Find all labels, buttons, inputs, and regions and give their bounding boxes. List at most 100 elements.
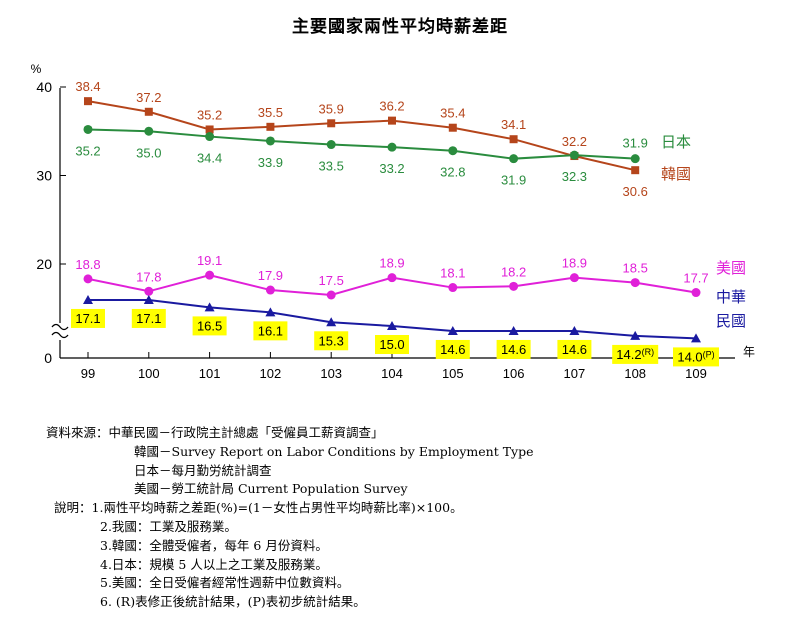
x-tick-label: 106 — [503, 366, 525, 381]
y-tick-label: 40 — [36, 79, 52, 95]
data-point — [326, 317, 337, 327]
x-tick-label: 108 — [624, 366, 646, 381]
data-labels: 38.4 37.2 35.2 35.5 35.9 36.2 35.4 34.1 32.2 30.6… — [71, 79, 719, 367]
data-point — [265, 136, 275, 146]
x-tick-label: 103 — [320, 366, 342, 381]
data-label-highlight — [71, 308, 105, 328]
data-label-korea: 36.2 — [379, 99, 404, 114]
data-point — [265, 285, 275, 295]
data-label-highlight — [496, 339, 531, 359]
data-point — [326, 290, 336, 300]
data-point — [569, 273, 579, 283]
data-label-korea: 32.2 — [562, 134, 587, 149]
series-line — [87, 100, 636, 172]
data-point — [447, 325, 458, 335]
x-tick-label: 99 — [81, 366, 95, 381]
note-item-1: 說明：1.兩性平均時薪之差距(%)=(1－女性占男性平均時薪比率)×100。 — [54, 500, 463, 516]
data-point — [83, 294, 93, 304]
data-point — [509, 281, 519, 291]
chart-title: 主要國家兩性平均時薪差距 — [292, 17, 508, 37]
data-point — [448, 283, 458, 293]
source-label: 資料來源： — [46, 425, 109, 440]
data-label-korea: 30.6 — [623, 184, 648, 199]
data-point — [508, 325, 519, 335]
legend-korea: 韓國 — [661, 166, 691, 183]
data-label-japan: 31.9 — [623, 136, 648, 151]
data-label-japan: 33.2 — [379, 161, 404, 176]
data-point — [509, 135, 518, 144]
data-label-roc: 14.6 — [501, 342, 526, 357]
axis-break-mark — [51, 323, 69, 331]
data-point — [388, 116, 396, 125]
source-roc: 資料來源：中華民國－行政院主計總處「受僱員工薪資調查」 — [46, 425, 384, 440]
data-label-japan: 32.3 — [562, 169, 587, 184]
data-label-usa: 18.1 — [440, 266, 465, 281]
data-label-usa: 18.8 — [75, 257, 100, 272]
data-label-roc: 14.2(R) — [616, 347, 654, 362]
data-label-highlight — [557, 339, 592, 359]
series-layer — [83, 97, 701, 343]
note-item-3: 3.韓國：全體受僱者，每年 6 月份資料。 — [100, 537, 328, 553]
legend-roc-line1: 中華 — [716, 289, 746, 306]
data-label-usa: 17.8 — [136, 269, 161, 284]
y-tick-label: 20 — [36, 256, 52, 272]
explain-label: 說明： — [54, 500, 92, 516]
data-label-usa: 17.7 — [683, 271, 708, 286]
legend-roc-line2: 民國 — [716, 313, 746, 330]
note-item-4: 4.日本：規模 5 人以上之工業及服務業。 — [100, 556, 328, 572]
data-point — [569, 325, 580, 335]
series-line — [87, 128, 636, 160]
data-point — [387, 273, 397, 283]
y-tick-label: 30 — [36, 168, 52, 184]
data-label-roc: 17.1 — [75, 311, 100, 326]
data-point — [448, 146, 458, 156]
data-point — [630, 330, 641, 340]
data-point — [265, 307, 276, 317]
axes: 0 20 30 40% 年 99 100 101 102 103 104 105 106 107 108 10… — [31, 62, 755, 381]
data-label-japan: 34.4 — [197, 151, 222, 166]
x-tick-label: 104 — [381, 366, 403, 381]
data-label-roc: 15.0 — [379, 337, 404, 352]
data-label-usa: 18.9 — [562, 256, 587, 271]
data-label-highlight — [673, 347, 719, 367]
data-label-usa: 18.9 — [379, 256, 404, 271]
data-label-usa: 18.5 — [623, 261, 648, 276]
y-tick-label: 0 — [44, 350, 52, 366]
data-point — [266, 122, 275, 131]
note-item-5: 5.美國：全日受僱者經常性週薪中位數資料。 — [100, 575, 350, 591]
data-point — [509, 154, 519, 164]
data-point — [83, 274, 93, 284]
data-point — [143, 294, 154, 304]
data-point — [205, 270, 215, 280]
data-point — [84, 97, 92, 106]
data-label-usa: 17.5 — [319, 273, 344, 288]
data-point — [631, 166, 640, 175]
data-label-roc: 15.3 — [319, 333, 344, 348]
data-label-highlight — [131, 308, 166, 328]
data-label-highlight — [435, 339, 470, 359]
data-point — [144, 286, 154, 296]
data-label-roc: 14.6 — [562, 342, 587, 357]
data-label-korea: 35.4 — [440, 106, 465, 121]
legend-usa: 美國 — [716, 260, 746, 277]
data-label-japan: 31.9 — [501, 173, 526, 188]
source-japan: 日本－每月勤労統計調查 — [134, 462, 272, 478]
data-point — [569, 150, 579, 160]
x-tick-label: 109 — [685, 366, 707, 381]
data-point — [387, 142, 397, 152]
note-item-2: 2.我國：工業及服務業。 — [100, 518, 237, 534]
data-label-japan: 35.2 — [75, 143, 100, 158]
note-item-6: 6. (R)表修正後統計結果，(P)表初步統計結果。 — [100, 594, 366, 610]
data-label-korea: 35.9 — [319, 101, 344, 116]
axis-break-mark — [51, 331, 69, 339]
data-point — [691, 333, 701, 343]
data-point — [83, 124, 93, 134]
data-point — [630, 278, 640, 288]
y-axis-unit: % — [31, 62, 42, 76]
data-label-korea: 38.4 — [75, 79, 100, 94]
data-point — [205, 132, 215, 142]
legend-japan: 日本 — [661, 134, 691, 151]
source-korea: 韓國－Survey Report on Labor Conditions by … — [134, 443, 534, 459]
data-point — [204, 302, 215, 312]
